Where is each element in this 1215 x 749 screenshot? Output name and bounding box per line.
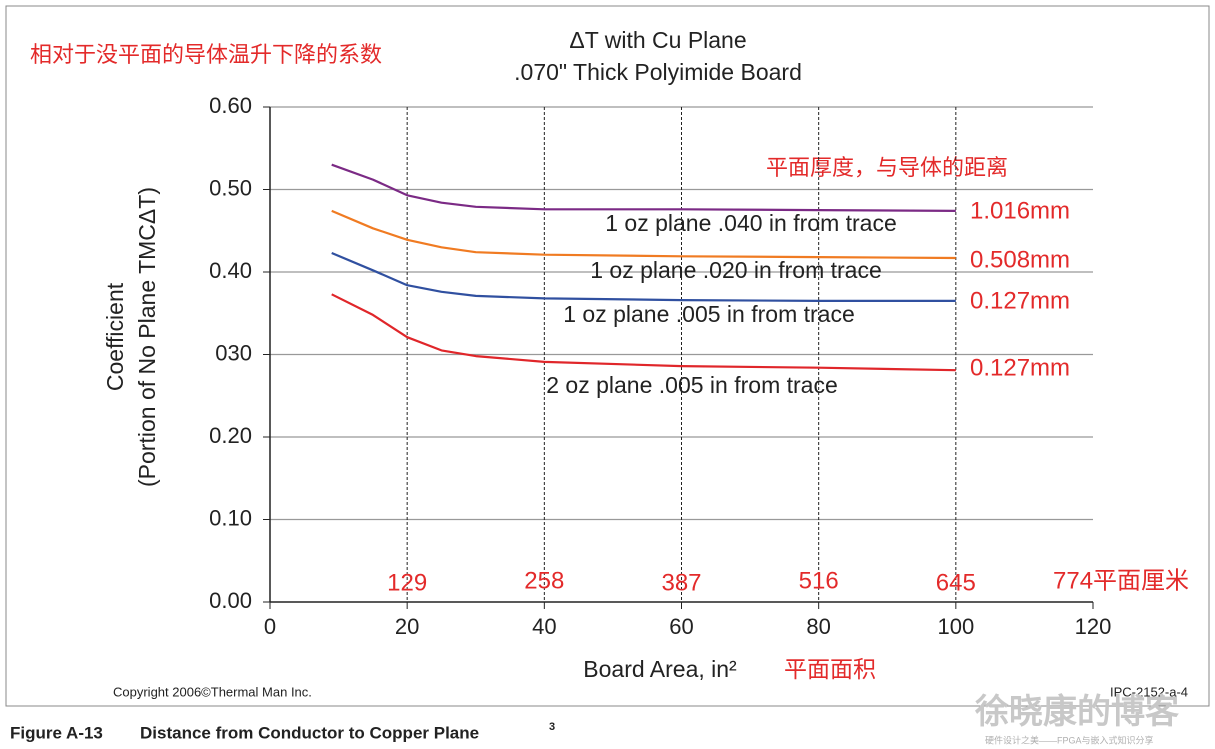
secondary-x-label: 129 bbox=[387, 569, 427, 596]
copyright: Copyright 2006©Thermal Man Inc. bbox=[113, 684, 312, 699]
watermark-sub: 硬件设计之美——FPGA与嵌入式知识分享 bbox=[985, 734, 1154, 745]
caption-superscript: 3 bbox=[549, 721, 555, 733]
y-tick-label: 0.40 bbox=[209, 258, 252, 283]
y-tick-label: 0.60 bbox=[209, 93, 252, 118]
caption-label: Figure A-13 bbox=[10, 723, 103, 742]
series-line bbox=[331, 293, 956, 372]
secondary-x-label: 645 bbox=[936, 569, 976, 596]
y-tick-label: 0.00 bbox=[209, 588, 252, 613]
y-tick-label: 0.20 bbox=[209, 423, 252, 448]
y-axis-label: Coefficient bbox=[102, 282, 128, 391]
figure-id: IPC-2152-a-4 bbox=[1110, 684, 1188, 699]
x-tick-label: 20 bbox=[395, 614, 419, 639]
x-tick-label: 100 bbox=[937, 614, 974, 639]
secondary-x-label: 258 bbox=[524, 567, 564, 594]
series-label: 1 oz plane .005 in from trace bbox=[563, 301, 855, 327]
series-label: 2 oz plane .005 in from trace bbox=[546, 372, 838, 398]
series-label: 1 oz plane .040 in from trace bbox=[605, 210, 897, 236]
y-tick-label: 0.10 bbox=[209, 505, 252, 530]
x-tick-label: 120 bbox=[1075, 614, 1112, 639]
x-tick-label: 80 bbox=[806, 614, 830, 639]
series-line bbox=[331, 209, 956, 260]
watermark: 徐晓康的博客 bbox=[974, 692, 1179, 731]
x-tick-label: 0 bbox=[264, 614, 276, 639]
series-label: 1 oz plane .020 in from trace bbox=[590, 257, 882, 283]
series-end-label: 1.016mm bbox=[970, 197, 1070, 224]
y-tick-label: 030 bbox=[215, 340, 252, 365]
x-axis-label: Board Area, in² bbox=[583, 656, 737, 682]
caption: Distance from Conductor to Copper Plane bbox=[140, 723, 479, 742]
chart-title: ΔT with Cu Plane bbox=[569, 27, 746, 53]
legend-annotation: 平面厚度，与导体的距离 bbox=[766, 155, 1008, 180]
frame bbox=[5, 5, 1210, 707]
secondary-x-label: 774平面厘米 bbox=[1053, 567, 1189, 594]
x-tick-label: 60 bbox=[669, 614, 693, 639]
annotation-title: 相对于没平面的导体温升下降的系数 bbox=[30, 42, 382, 67]
series-end-label: 0.127mm bbox=[970, 354, 1070, 381]
chart-subtitle: .070" Thick Polyimide Board bbox=[514, 59, 802, 85]
y-axis-label-2: (Portion of No Plane TMCΔT) bbox=[134, 187, 160, 487]
y-tick-label: 0.50 bbox=[209, 175, 252, 200]
series-line bbox=[331, 163, 956, 212]
series-end-label: 0.508mm bbox=[970, 246, 1070, 273]
x-axis-annotation: 平面面积 bbox=[784, 656, 876, 682]
series-end-label: 0.127mm bbox=[970, 287, 1070, 314]
x-tick-label: 40 bbox=[532, 614, 556, 639]
series-line bbox=[331, 251, 956, 302]
secondary-x-label: 387 bbox=[661, 569, 701, 596]
secondary-x-label: 516 bbox=[799, 567, 839, 594]
